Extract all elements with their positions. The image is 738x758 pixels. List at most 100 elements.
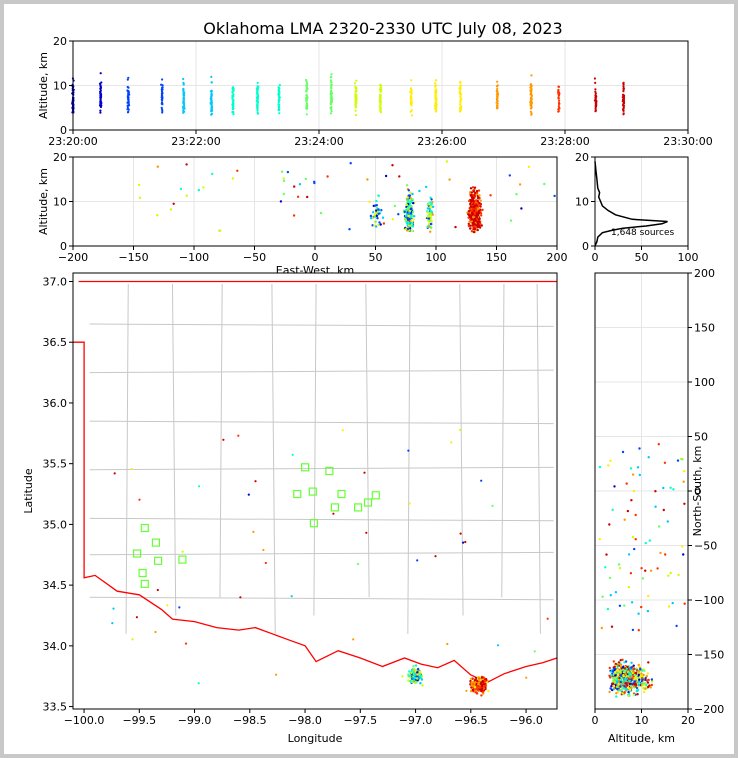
source-point — [252, 530, 255, 534]
source-point — [330, 89, 333, 92]
source-point — [611, 682, 615, 685]
source-point — [622, 675, 625, 678]
source-point — [608, 576, 612, 580]
source-point — [379, 110, 382, 113]
source-point — [282, 179, 286, 182]
source-point — [326, 175, 329, 178]
source-point — [473, 212, 477, 215]
source-point — [113, 472, 116, 475]
source-point — [305, 96, 308, 99]
source-point — [429, 212, 432, 215]
source-point — [161, 78, 164, 81]
lma-station-marker — [151, 538, 160, 547]
source-point — [477, 211, 480, 214]
source-point — [379, 103, 382, 106]
source-point — [410, 215, 413, 219]
source-point — [182, 100, 185, 103]
source-point — [471, 224, 474, 227]
source-point — [256, 105, 259, 108]
source-point — [182, 77, 185, 81]
source-point — [479, 212, 483, 215]
source-point — [348, 228, 351, 231]
source-point — [609, 687, 612, 690]
source-point — [130, 467, 133, 471]
source-point — [197, 188, 200, 192]
source-point — [626, 665, 629, 669]
source-point — [256, 109, 259, 112]
x-tick-label: 100 — [678, 251, 699, 264]
source-point — [156, 214, 159, 217]
source-point — [474, 208, 478, 212]
source-point — [445, 160, 449, 163]
source-point — [467, 222, 470, 226]
x-tick-label: 23:22:00 — [171, 135, 220, 148]
source-point — [622, 109, 625, 112]
source-point — [408, 218, 411, 221]
source-point — [209, 90, 212, 93]
x-tick-label: 20 — [681, 714, 695, 727]
source-point — [607, 464, 610, 467]
x-tick-label: 0 — [312, 251, 319, 264]
source-point — [627, 694, 630, 698]
source-point — [398, 175, 401, 178]
lma-station-marker — [178, 555, 187, 564]
source-point — [637, 670, 640, 673]
altitude-histogram-line — [594, 161, 668, 247]
source-point — [626, 684, 629, 687]
source-point — [435, 97, 438, 101]
source-point — [410, 109, 414, 112]
source-point — [605, 553, 608, 556]
source-point — [126, 96, 129, 99]
source-point — [662, 508, 665, 512]
lma-station-marker — [308, 487, 317, 496]
source-point — [416, 677, 419, 680]
source-point — [480, 681, 483, 684]
source-point — [431, 213, 434, 216]
source-point — [473, 684, 476, 687]
lma-station-marker — [138, 568, 147, 578]
source-point — [615, 695, 618, 698]
source-point — [366, 178, 369, 181]
county-line — [171, 283, 177, 616]
source-point — [379, 94, 382, 97]
source-point — [368, 200, 371, 203]
source-point — [622, 83, 625, 86]
source-point — [411, 192, 414, 196]
source-point — [543, 182, 546, 186]
source-point — [594, 107, 597, 110]
source-point — [641, 577, 645, 580]
source-point — [627, 692, 631, 696]
source-point — [405, 184, 409, 187]
source-point — [622, 87, 625, 90]
source-point — [355, 95, 358, 99]
lma-station-marker — [301, 463, 310, 472]
source-point — [657, 443, 660, 446]
x-tick-label: −96.0 — [509, 714, 543, 727]
source-point — [330, 108, 333, 111]
source-point — [480, 676, 484, 679]
source-point — [630, 682, 634, 686]
source-point — [403, 210, 406, 213]
source-point — [429, 205, 432, 208]
source-point — [446, 642, 449, 646]
source-point — [111, 622, 114, 625]
source-point — [332, 512, 335, 515]
source-point — [169, 208, 173, 211]
source-point — [468, 221, 472, 224]
y-tick-label: 20 — [53, 35, 67, 48]
source-point — [178, 606, 181, 609]
source-point — [646, 681, 650, 684]
altitude-histogram-panel: 0 50 100 0 10 20 1,648 sources — [575, 151, 699, 264]
source-point — [160, 106, 163, 109]
source-point — [481, 679, 484, 683]
county-line — [459, 283, 464, 616]
source-point — [509, 219, 513, 222]
source-point — [376, 210, 379, 213]
y-tick-label: 33.5 — [43, 701, 68, 714]
source-point — [412, 201, 415, 205]
y-axis-label: Latitude — [22, 468, 35, 514]
source-point — [459, 103, 462, 106]
source-point — [182, 89, 185, 92]
source-point — [477, 681, 481, 684]
source-point — [630, 686, 633, 690]
